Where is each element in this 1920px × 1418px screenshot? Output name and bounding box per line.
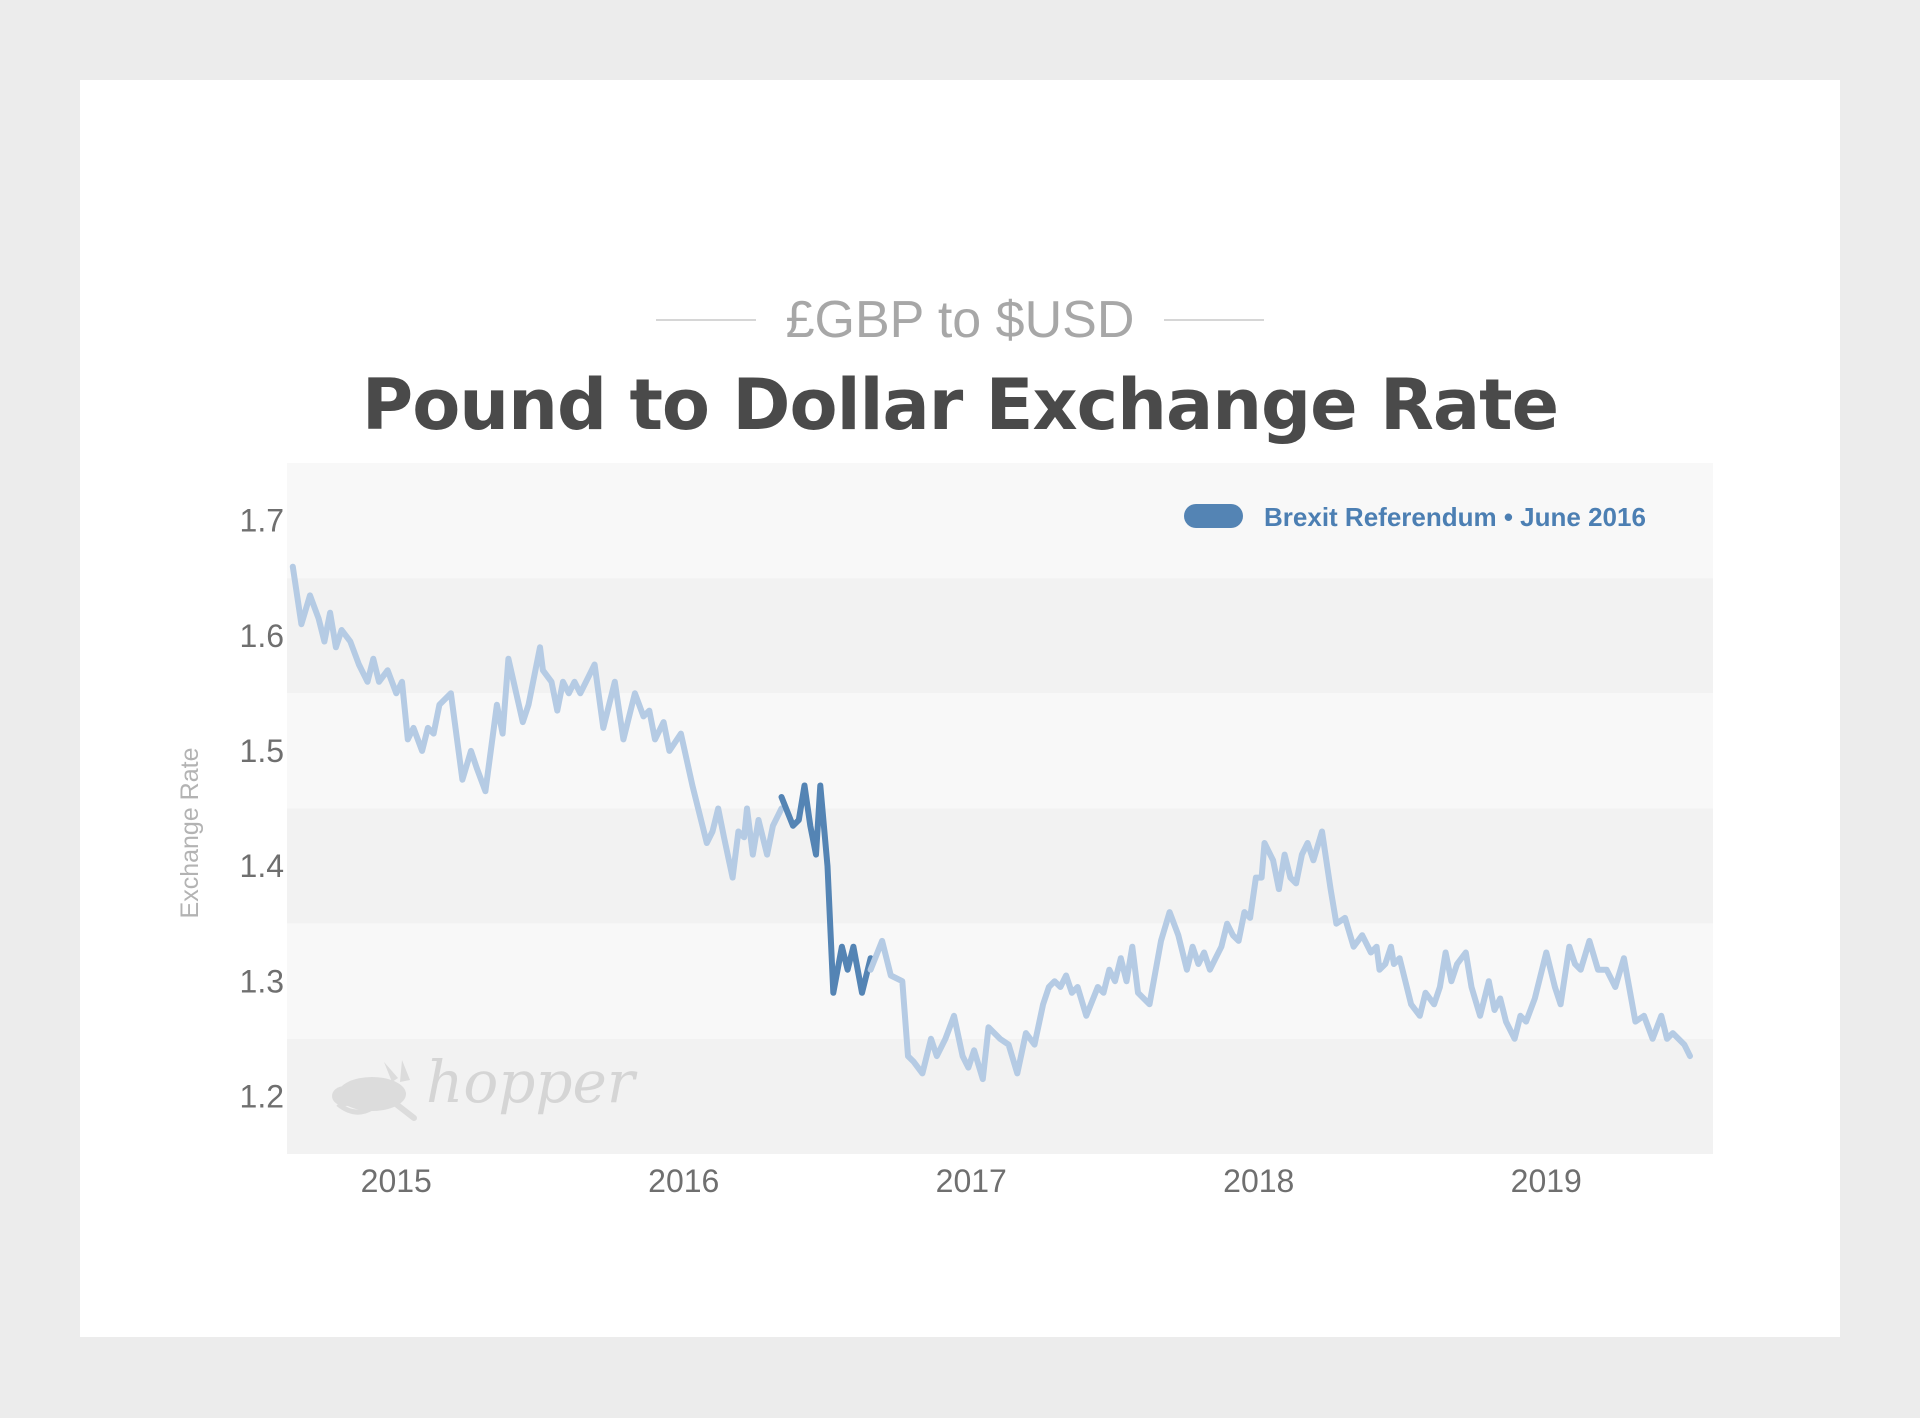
legend: Brexit Referendum • June 2016 bbox=[1184, 502, 1646, 532]
grid-band bbox=[287, 923, 1713, 1039]
y-axis-label: Exchange Rate bbox=[176, 748, 204, 919]
grid-band bbox=[287, 808, 1713, 924]
chart-title: Pound to Dollar Exchange Rate bbox=[361, 364, 1559, 446]
y-tick-label: 1.7 bbox=[240, 503, 284, 539]
legend-swatch bbox=[1184, 504, 1243, 528]
x-tick-label: 2015 bbox=[361, 1163, 432, 1199]
x-tick-label: 2017 bbox=[936, 1163, 1007, 1199]
y-tick-label: 1.4 bbox=[240, 848, 284, 884]
y-tick-label: 1.2 bbox=[240, 1078, 284, 1114]
subtitle-rule-right bbox=[1164, 319, 1265, 321]
y-tick-label: 1.6 bbox=[240, 618, 284, 654]
series-line-exchange-rate bbox=[867, 828, 1693, 1083]
y-tick-label: 1.5 bbox=[240, 733, 284, 769]
background-bands bbox=[287, 463, 1713, 1154]
legend-label: Brexit Referendum • June 2016 bbox=[1264, 502, 1646, 532]
subtitle-row: £GBP to $USD bbox=[80, 290, 1840, 350]
x-axis-ticks: 2015 2016 2017 2018 2019 bbox=[361, 1163, 1582, 1199]
series-line-brexit-referendum bbox=[778, 782, 874, 996]
series-line-exchange-rate bbox=[289, 563, 785, 881]
rabbit-icon bbox=[332, 1060, 417, 1121]
x-tick-label: 2019 bbox=[1511, 1163, 1582, 1199]
grid-band bbox=[287, 578, 1713, 694]
x-tick-label: 2018 bbox=[1223, 1163, 1294, 1199]
grid-band bbox=[287, 1038, 1713, 1154]
x-tick-label: 2016 bbox=[648, 1163, 719, 1199]
y-axis-ticks: 1.2 1.3 1.4 1.5 1.6 1.7 bbox=[240, 503, 284, 1115]
chart-subtitle: £GBP to $USD bbox=[785, 291, 1135, 349]
watermark-text: hopper bbox=[426, 1048, 638, 1116]
hopper-watermark: hopper bbox=[332, 1048, 638, 1121]
y-tick-label: 1.3 bbox=[240, 963, 284, 999]
grid-band bbox=[287, 463, 1713, 579]
subtitle-rule-left bbox=[655, 319, 756, 321]
series-lines bbox=[289, 563, 1693, 1083]
